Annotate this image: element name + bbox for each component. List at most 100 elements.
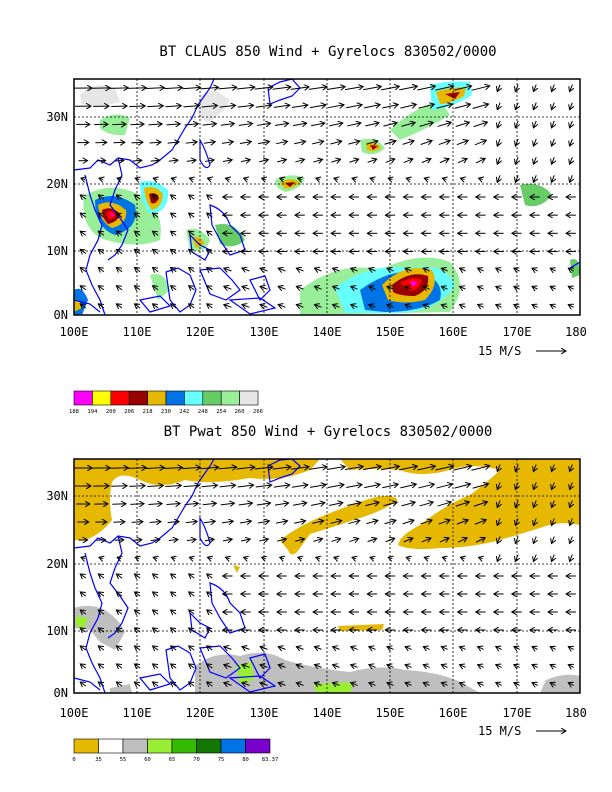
top-wind-vector — [207, 213, 213, 217]
bottom-wind-vector — [333, 683, 340, 686]
bottom-wind-vector — [204, 539, 214, 541]
bottom-colorbar-label: 0 — [72, 757, 75, 763]
top-colorbar-label: 188 — [69, 409, 79, 415]
top-wind-vector — [419, 122, 434, 127]
bottom-wind-vector — [570, 482, 573, 490]
bottom-lon-label: 150E — [376, 706, 405, 720]
bottom-wind-vector — [568, 665, 573, 668]
bottom-wind-vector — [80, 628, 87, 632]
top-wind-vector — [326, 87, 345, 90]
top-wind-vector — [260, 268, 268, 271]
top-wind-vector — [478, 305, 484, 308]
bottom-wind-vector — [242, 647, 250, 650]
bottom-wind-vector — [453, 466, 471, 471]
bottom-reference-vector: 15 M/S — [478, 724, 566, 738]
bottom-wind-vector — [224, 683, 232, 686]
top-wind-vector — [497, 120, 500, 128]
top-wind-vector — [382, 104, 398, 108]
top-wind-vector — [441, 286, 448, 289]
bottom-wind-vector — [533, 518, 536, 526]
top-wind-vector — [189, 178, 193, 179]
bottom-wind-vector — [351, 647, 358, 650]
bottom-wind-vector — [150, 540, 160, 541]
bottom-wind-vector — [362, 466, 381, 469]
top-wind-vector — [296, 305, 304, 308]
top-wind-vector — [98, 213, 105, 217]
top-wind-vector — [292, 123, 307, 126]
top-wind-vector — [496, 305, 502, 308]
top-wind-vector — [242, 305, 250, 308]
bottom-wind-vector — [129, 486, 145, 487]
bottom-wind-vector — [98, 664, 105, 668]
top-wind-vector — [98, 195, 105, 199]
top-wind-vector — [218, 87, 237, 89]
top-wind-vector — [435, 86, 453, 91]
top-wind-vector — [164, 88, 182, 89]
top-wind-vector — [278, 286, 286, 289]
top-wind-vector — [515, 138, 518, 146]
bottom-wind-vector — [201, 485, 218, 487]
bottom-wind-vector — [550, 683, 556, 686]
bottom-wind-vector — [496, 647, 502, 650]
top-wind-vector — [189, 195, 195, 199]
bottom-wind-vector — [348, 520, 359, 523]
top-wind-vector — [533, 157, 536, 164]
bottom-wind-vector — [171, 610, 177, 614]
bottom-wind-vector — [568, 647, 573, 650]
top-lat-labels: 30N 20N 10N 0N — [46, 110, 68, 322]
top-wind-vector — [365, 123, 379, 126]
bottom-colorbar-swatch — [73, 738, 99, 754]
top-wind-vector — [242, 286, 250, 289]
top-reference-vector-label: 15 M/S — [478, 344, 521, 358]
top-colorbar-swatch — [73, 390, 93, 406]
bottom-wind-vector — [333, 647, 340, 650]
bottom-wind-vector — [153, 682, 159, 686]
bottom-wind-vector — [442, 557, 446, 558]
top-wind-vector — [150, 160, 160, 161]
bottom-wind-vector — [200, 467, 218, 469]
bottom-lat-label: 20N — [46, 557, 68, 571]
top-wind-vector — [421, 159, 431, 163]
bottom-wind-vector — [146, 468, 164, 469]
top-wind-vector — [207, 195, 213, 199]
top-wind-vector — [418, 104, 434, 109]
bottom-wind-vector — [497, 554, 500, 562]
bottom-wind-vector — [370, 557, 374, 558]
top-wind-vector — [351, 305, 358, 308]
bottom-wind-vector — [168, 539, 178, 540]
top-wind-vector — [497, 84, 500, 92]
bottom-wind-vector — [533, 554, 536, 562]
bottom-wind-vector — [153, 646, 159, 650]
bottom-panel: BT Pwat 850 Wind + Gyrelocs 830502/0000 — [46, 424, 587, 763]
top-wind-vector — [259, 160, 268, 162]
top-wind-vector — [424, 178, 428, 179]
top-wind-vector — [570, 84, 573, 92]
top-panel: BT CLAUS 850 Wind + Gyrelocs 830502/0000 — [46, 44, 587, 415]
top-wind-vector — [98, 249, 105, 253]
top-wind-vector — [459, 268, 466, 271]
top-wind-vector — [331, 159, 340, 162]
bottom-wind-vector — [349, 538, 359, 541]
top-wind-vector — [274, 123, 289, 125]
top-wind-vector — [128, 88, 146, 89]
bottom-wind-vector — [471, 466, 490, 471]
bottom-wind-vector — [550, 665, 556, 668]
top-wind-vector — [171, 304, 177, 308]
top-lon-label: 150E — [376, 325, 405, 339]
bottom-wind-vector — [257, 521, 269, 523]
top-colorbar-label: 194 — [87, 409, 98, 415]
top-wind-vector — [295, 159, 304, 162]
top-wind-vector — [224, 305, 232, 308]
bottom-colorbar-label: 70 — [193, 757, 200, 763]
top-wind-vector — [98, 304, 105, 308]
bottom-wind-vector — [241, 539, 250, 541]
top-wind-vector — [98, 268, 105, 272]
top-wind-vector — [171, 178, 175, 179]
bottom-wind-vector — [113, 522, 124, 523]
top-lon-label: 110E — [123, 325, 152, 339]
top-colorbar-swatch — [202, 390, 222, 406]
top-wind-vector — [148, 124, 162, 125]
bottom-lat-label: 30N — [46, 489, 68, 503]
top-wind-vector — [278, 268, 286, 271]
top-wind-vector — [207, 178, 211, 179]
